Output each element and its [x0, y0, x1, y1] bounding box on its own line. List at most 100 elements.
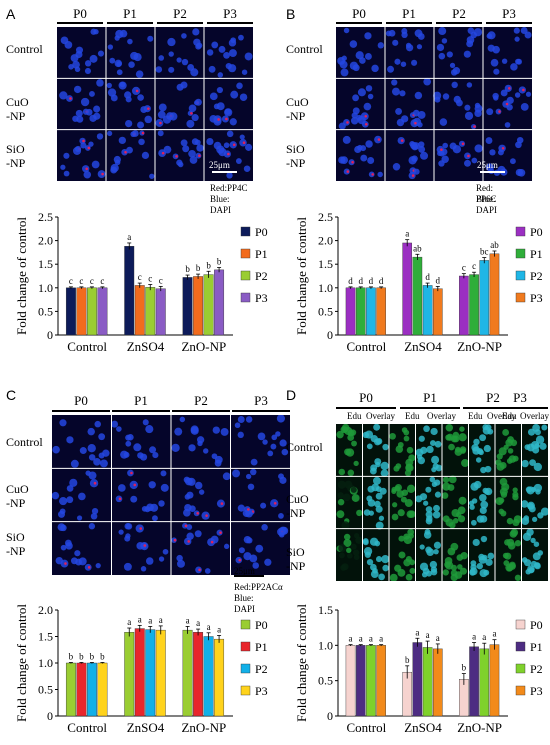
cell-nucleus — [425, 570, 432, 577]
cell-nucleus — [375, 437, 383, 445]
bar — [193, 632, 204, 717]
column-bar — [172, 410, 230, 412]
cell-nucleus — [455, 512, 462, 518]
cell-nucleus — [430, 427, 438, 436]
cell-nucleus — [493, 68, 500, 75]
cell-nucleus — [107, 44, 114, 50]
cell-nucleus — [270, 443, 277, 450]
cell-nucleus — [149, 503, 159, 512]
cell-nucleus — [352, 64, 360, 72]
cell-nucleus — [186, 491, 194, 499]
red-signal — [69, 97, 72, 100]
cell-nucleus — [396, 118, 405, 127]
cell-nucleus — [338, 122, 346, 130]
cell-nucleus — [368, 510, 375, 516]
subcolumn-header: Edu — [405, 411, 420, 421]
y-axis-label: Fold change of control — [14, 217, 29, 335]
legend-swatch — [515, 663, 526, 674]
cell-nucleus — [241, 69, 248, 75]
x-tick-label: Control — [346, 720, 386, 735]
x-tick-label: ZnO-NP — [457, 339, 502, 354]
cell-nucleus — [352, 94, 359, 102]
cell-nucleus — [137, 452, 144, 459]
cell-nucleus — [177, 559, 185, 568]
column-bar — [336, 407, 396, 409]
cell-nucleus — [474, 109, 482, 118]
significance-letter: c — [69, 276, 73, 286]
cell-nucleus — [98, 433, 106, 441]
cell-nucleus — [264, 558, 272, 566]
cell-nucleus — [278, 513, 284, 519]
legend-swatch — [240, 619, 251, 630]
cell-nucleus — [340, 68, 349, 77]
bar — [402, 671, 412, 717]
cell-nucleus — [191, 138, 199, 145]
cell-nucleus — [188, 444, 196, 452]
cell-nucleus — [347, 434, 355, 441]
significance-letter: a — [217, 624, 221, 634]
cell-nucleus — [403, 435, 410, 442]
column-header: P3 — [513, 390, 527, 405]
cell-nucleus — [118, 484, 126, 492]
significance-letter: a — [379, 634, 383, 644]
cell-nucleus — [435, 464, 443, 472]
cell-nucleus — [375, 556, 383, 563]
scale-label: 25μm — [477, 160, 498, 170]
cell-nucleus — [394, 564, 402, 572]
cell-nucleus — [400, 61, 407, 67]
cell-nucleus — [471, 444, 479, 452]
cell-nucleus — [469, 504, 475, 510]
cell-nucleus — [394, 485, 401, 492]
cell-nucleus — [239, 134, 245, 140]
significance-letter: a — [369, 634, 373, 644]
cell-nucleus — [506, 517, 514, 525]
cell-nucleus — [514, 574, 522, 581]
cell-nucleus — [400, 496, 407, 503]
cell-nucleus — [194, 530, 202, 538]
bar — [65, 287, 76, 336]
cell-nucleus — [350, 116, 359, 125]
significance-letter: d — [425, 272, 430, 282]
cell-nucleus — [116, 61, 122, 67]
legend-swatch — [515, 619, 526, 630]
cell-nucleus — [349, 429, 357, 436]
cell-nucleus — [395, 445, 404, 453]
cell-nucleus — [442, 476, 450, 483]
cell-nucleus — [417, 122, 423, 128]
cell-nucleus — [352, 549, 360, 556]
significance-letter: b — [405, 655, 410, 665]
bar-chart: Fold change of control 00.51.01.52.02.5d d… — [294, 210, 543, 354]
cell-nucleus — [343, 533, 351, 541]
cell-nucleus — [190, 426, 199, 435]
cell-nucleus — [366, 443, 373, 450]
legend-swatch — [515, 248, 526, 259]
cell-nucleus — [137, 121, 145, 129]
cell-nucleus — [337, 498, 345, 506]
column-bar — [400, 407, 460, 409]
cell-nucleus — [93, 458, 101, 466]
cell-nucleus — [87, 444, 96, 453]
cell-nucleus — [381, 554, 390, 564]
cell-nucleus — [365, 85, 373, 92]
column-header: P1 — [402, 6, 416, 21]
cell-nucleus — [448, 443, 455, 451]
cell-nucleus — [375, 505, 383, 513]
red-signal — [225, 117, 228, 121]
microscopy-grid — [52, 415, 290, 575]
bar — [86, 287, 97, 336]
cell-nucleus — [57, 523, 66, 532]
cell-nucleus — [513, 27, 520, 34]
cell-nucleus — [434, 479, 441, 486]
legend-swatch — [240, 270, 251, 281]
column-bar — [112, 410, 170, 412]
cell-nucleus — [409, 559, 416, 566]
cell-nucleus — [355, 51, 364, 60]
cell-nucleus — [239, 93, 248, 101]
cell-nucleus — [278, 473, 284, 480]
cell-nucleus — [336, 430, 344, 439]
cell-nucleus — [472, 538, 480, 547]
cell-nucleus — [94, 420, 101, 428]
cell-nucleus — [372, 476, 381, 485]
cell-nucleus — [401, 427, 408, 433]
legend-swatch — [240, 663, 251, 674]
